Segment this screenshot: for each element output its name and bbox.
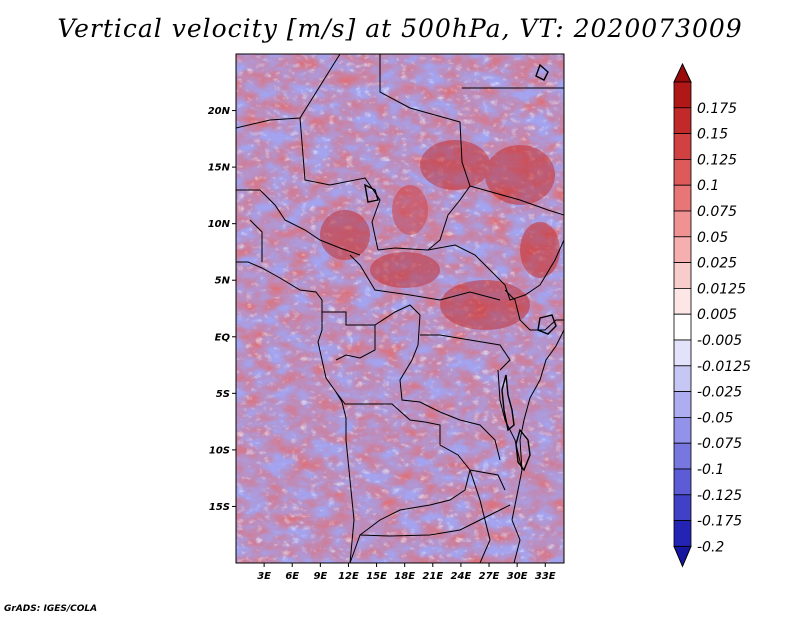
- lon-tick-label: 33E: [535, 571, 556, 582]
- lon-tick-label: 9E: [313, 571, 327, 582]
- colorbar-segment: [673, 313, 692, 341]
- chart-title: Vertical velocity [m/s] at 500hPa, VT: 2…: [57, 14, 743, 43]
- lon-tick-label: 27E: [479, 571, 500, 582]
- colorbar-label: 0.125: [697, 152, 737, 168]
- colorbar-label: -0.005: [697, 333, 742, 349]
- colorbar-label: 0.025: [697, 256, 737, 272]
- colorbar-label: 0.005: [697, 307, 737, 323]
- colorbar-label: -0.025: [697, 385, 742, 401]
- colorbar-label: 0.05: [697, 230, 728, 246]
- colorbar-segment: [673, 107, 692, 135]
- colorbar-label: -0.075: [697, 436, 742, 452]
- colorbar-label: 0.075: [697, 204, 737, 220]
- lon-tick-label: 3E: [257, 571, 271, 582]
- lat-tick-label: 5S: [216, 389, 230, 400]
- lat-tick-label: 10S: [209, 445, 230, 456]
- lon-tick-label: 15E: [366, 571, 387, 582]
- map-frame: [235, 53, 565, 564]
- colorbar-label: -0.1: [697, 462, 724, 478]
- colorbar-segment: [673, 339, 692, 367]
- colorbar-label: -0.0125: [697, 359, 751, 375]
- lon-tick-label: 6E: [285, 571, 299, 582]
- colorbar-segment: [673, 262, 692, 289]
- colorbar-label: 0.175: [697, 101, 737, 117]
- country-boundaries: [236, 54, 564, 563]
- colorbar-label: 0.1: [697, 178, 719, 194]
- colorbar-segment: [673, 184, 692, 212]
- colorbar-label: -0.175: [697, 514, 742, 530]
- colorbar-segment: [673, 365, 692, 392]
- colorbar-segment: [673, 391, 692, 418]
- lat-tick-label: 15N: [208, 163, 231, 174]
- colorbar-segment: [673, 210, 692, 238]
- colorbar-segment: [673, 468, 692, 496]
- colorbar-segment: [673, 287, 692, 315]
- lat-tick-label: 20N: [208, 106, 231, 117]
- colorbar-label: 0.0125: [697, 281, 746, 297]
- lon-tick-label: 12E: [338, 571, 359, 582]
- colorbar: 0.175 0.15 0.125 0.1 0.075 0.05 0.025 0.0125 0.0…: [673, 62, 751, 568]
- colorbar-top-arrow: [673, 62, 692, 83]
- colorbar-segment: [673, 81, 692, 109]
- longitude-axis: 3E 6E 9E 12E 15E 18E 21E 24E 27E 30E 33E: [257, 563, 556, 582]
- lat-tick-label: EQ: [215, 332, 231, 343]
- colorbar-segment: [673, 494, 692, 521]
- map-field: [236, 54, 564, 563]
- lon-tick-label: 30E: [507, 571, 528, 582]
- colorbar-segment: [673, 442, 692, 470]
- colorbar-segment: [673, 416, 692, 444]
- lon-tick-label: 18E: [394, 571, 415, 582]
- lat-tick-label: 5N: [215, 276, 231, 287]
- map-figure: 20N 15N 10N 5N EQ 5S 10S 15S 3E 6E 9E 12E 15E 18E 21E…: [208, 53, 751, 582]
- latitude-axis: 20N 15N 10N 5N EQ 5S 10S 15S: [208, 106, 236, 513]
- lakes: [364, 63, 557, 472]
- colorbar-segment: [673, 520, 692, 547]
- colorbar-segment: [673, 158, 692, 186]
- grads-credit: GrADS: IGES/COLA: [4, 604, 98, 614]
- colorbar-segment: [673, 133, 692, 160]
- colorbar-label: -0.05: [697, 410, 733, 426]
- lon-tick-label: 24E: [451, 571, 472, 582]
- lat-tick-label: 15S: [209, 502, 230, 513]
- lon-tick-label: 21E: [422, 571, 443, 582]
- colorbar-label: -0.2: [697, 539, 724, 555]
- lat-tick-label: 10N: [208, 219, 231, 230]
- convection-zones: [320, 140, 560, 330]
- colorbar-label: -0.125: [697, 488, 742, 504]
- colorbar-label: 0.15: [697, 127, 728, 143]
- colorbar-segment: [673, 236, 692, 264]
- colorbar-bottom-arrow: [673, 545, 692, 568]
